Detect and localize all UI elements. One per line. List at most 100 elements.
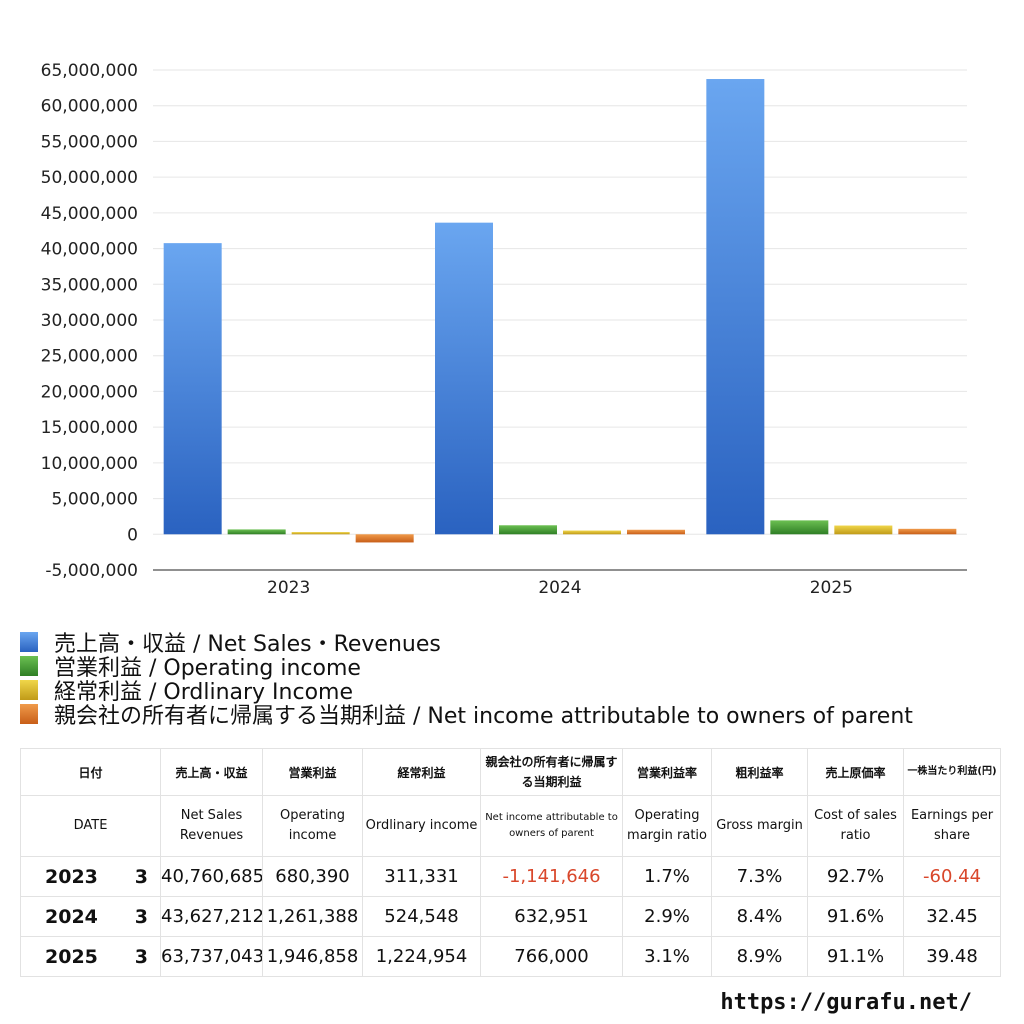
legend-label: 営業利益 / Operating income [54,656,361,681]
col-ord-jp: 経常利益 [362,748,482,796]
cell-opm: 1.7% [622,856,713,897]
cell-gm: 7.3% [711,856,809,897]
col-eps-jp: 一株当たり利益(円) [903,748,1002,796]
legend-label: 親会社の所有者に帰属する当期利益 / Net income attributab… [54,704,913,729]
legend-item-net-income[interactable]: 親会社の所有者に帰属する当期利益 / Net income attributab… [20,702,913,729]
y-tick-label: 65,000,000 [41,61,138,81]
y-tick-label: 55,000,000 [41,132,138,152]
y-tick-label: 60,000,000 [41,97,138,117]
cell-eps: 39.48 [903,936,1002,977]
legend: 売上高・収益 / Net Sales・Revenues 営業利益 / Opera… [20,630,913,729]
swatch-ordinary-income [20,680,38,700]
x-tick-label: 2025 [810,578,853,598]
col-op-en: Operating income [262,795,364,857]
table-row: 2025 3 63,737,043 1,946,858 1,224,954 76… [20,936,1002,977]
swatch-net-income [20,704,38,724]
y-tick-label: 15,000,000 [41,418,138,438]
x-tick-label: 2023 [267,578,310,598]
col-opm-jp: 営業利益率 [622,748,713,796]
cell-op: 680,390 [262,856,364,897]
cell-month: 3 [120,936,162,977]
table-row: 2023 3 40,760,685 680,390 311,331 -1,141… [20,856,1002,897]
bar-ordinary-income[interactable] [563,530,621,535]
bar-operating-income[interactable] [227,529,286,535]
y-tick-label: -5,000,000 [45,561,138,581]
bars [163,79,957,543]
bar-net-income[interactable] [627,529,685,535]
y-tick-label: 50,000,000 [41,168,138,188]
cell-opm: 2.9% [622,896,713,937]
col-sales-en: Net Sales Revenues [160,795,264,857]
cell-net: -1,141,646 [480,856,624,897]
cell-gm: 8.9% [711,936,809,977]
col-op-jp: 営業利益 [262,748,364,796]
cell-ord: 311,331 [362,856,482,897]
cell-year: 2024 [20,896,121,937]
bar-net-sales[interactable] [706,79,765,535]
table-row: 2024 3 43,627,212 1,261,388 524,548 632,… [20,896,1002,937]
col-cos-jp: 売上原価率 [807,748,905,796]
bar-operating-income[interactable] [499,525,557,535]
y-tick-label: 40,000,000 [41,240,138,260]
cell-cos: 91.1% [807,936,905,977]
y-tick-label: 35,000,000 [41,275,138,295]
cell-month: 3 [120,896,162,937]
header-row-jp: 日付 売上高・収益 営業利益 経常利益 親会社の所有者に帰属する当期利益 営業利… [19,748,1002,796]
cell-year: 2023 [20,856,121,897]
legend-item-operating-income[interactable]: 営業利益 / Operating income [20,654,913,681]
x-tick-label: 2024 [538,578,581,598]
cell-net: 632,951 [480,896,624,937]
y-tick-label: 10,000,000 [41,454,138,474]
col-opm-en: Operating margin ratio [622,795,713,857]
y-tick-label: 30,000,000 [41,311,138,331]
col-net-jp: 親会社の所有者に帰属する当期利益 [480,748,624,796]
bar-chart: 65,000,000 60,000,000 55,000,000 50,000,000… [41,61,967,598]
cell-eps: -60.44 [903,856,1002,897]
cell-cos: 92.7% [807,856,905,897]
y-tick-label: 45,000,000 [41,204,138,224]
cell-eps: 32.45 [903,896,1002,937]
col-gm-en: Gross margin [711,795,809,857]
swatch-operating-income [20,656,38,676]
cell-opm: 3.1% [622,936,713,977]
y-tick-label: 25,000,000 [41,347,138,367]
header-row-en: DATE Net Sales Revenues Operating income… [19,795,1002,857]
bar-net-sales[interactable] [435,222,493,535]
financial-table: 日付 売上高・収益 営業利益 経常利益 親会社の所有者に帰属する当期利益 営業利… [19,748,1002,977]
legend-item-net-sales[interactable]: 売上高・収益 / Net Sales・Revenues [20,630,913,657]
col-gm-jp: 粗利益率 [711,748,809,796]
y-tick-label: 0 [127,525,138,545]
swatch-net-sales [20,632,38,652]
bar-net-income[interactable] [898,528,957,535]
legend-label: 経常利益 / Ordlinary Income [54,680,353,705]
cell-net: 766,000 [480,936,624,977]
cell-sales: 40,760,685 [160,856,264,897]
cell-ord: 524,548 [362,896,482,937]
gridlines [153,69,967,571]
cell-ord: 1,224,954 [362,936,482,977]
bar-ordinary-income[interactable] [834,525,893,535]
bar-net-sales[interactable] [163,243,222,535]
col-date-jp: 日付 [19,748,162,796]
col-net-en: Net income attributable to owners of par… [480,795,624,857]
y-tick-label: 5,000,000 [51,490,138,510]
col-sales-jp: 売上高・収益 [160,748,264,796]
cell-gm: 8.4% [711,896,809,937]
cell-op: 1,261,388 [262,896,364,937]
col-cos-en: Cost of sales ratio [807,795,905,857]
cell-sales: 63,737,043 [160,936,264,977]
col-date-en: DATE [19,795,162,857]
col-ord-en: Ordlinary income [362,795,482,857]
bar-operating-income[interactable] [770,520,829,535]
cell-year: 2025 [20,936,121,977]
source-url[interactable]: https://gurafu.net/ [720,990,972,1015]
bar-net-income[interactable] [355,534,414,543]
axes: 65,000,000 60,000,000 55,000,000 50,000,000… [41,61,967,598]
bar-ordinary-income[interactable] [291,532,350,535]
col-eps-en: Earnings per share [903,795,1002,857]
legend-label: 売上高・収益 / Net Sales・Revenues [54,632,441,657]
cell-op: 1,946,858 [262,936,364,977]
y-tick-label: 20,000,000 [41,382,138,402]
legend-item-ordinary-income[interactable]: 経常利益 / Ordlinary Income [20,678,913,705]
cell-sales: 43,627,212 [160,896,264,937]
